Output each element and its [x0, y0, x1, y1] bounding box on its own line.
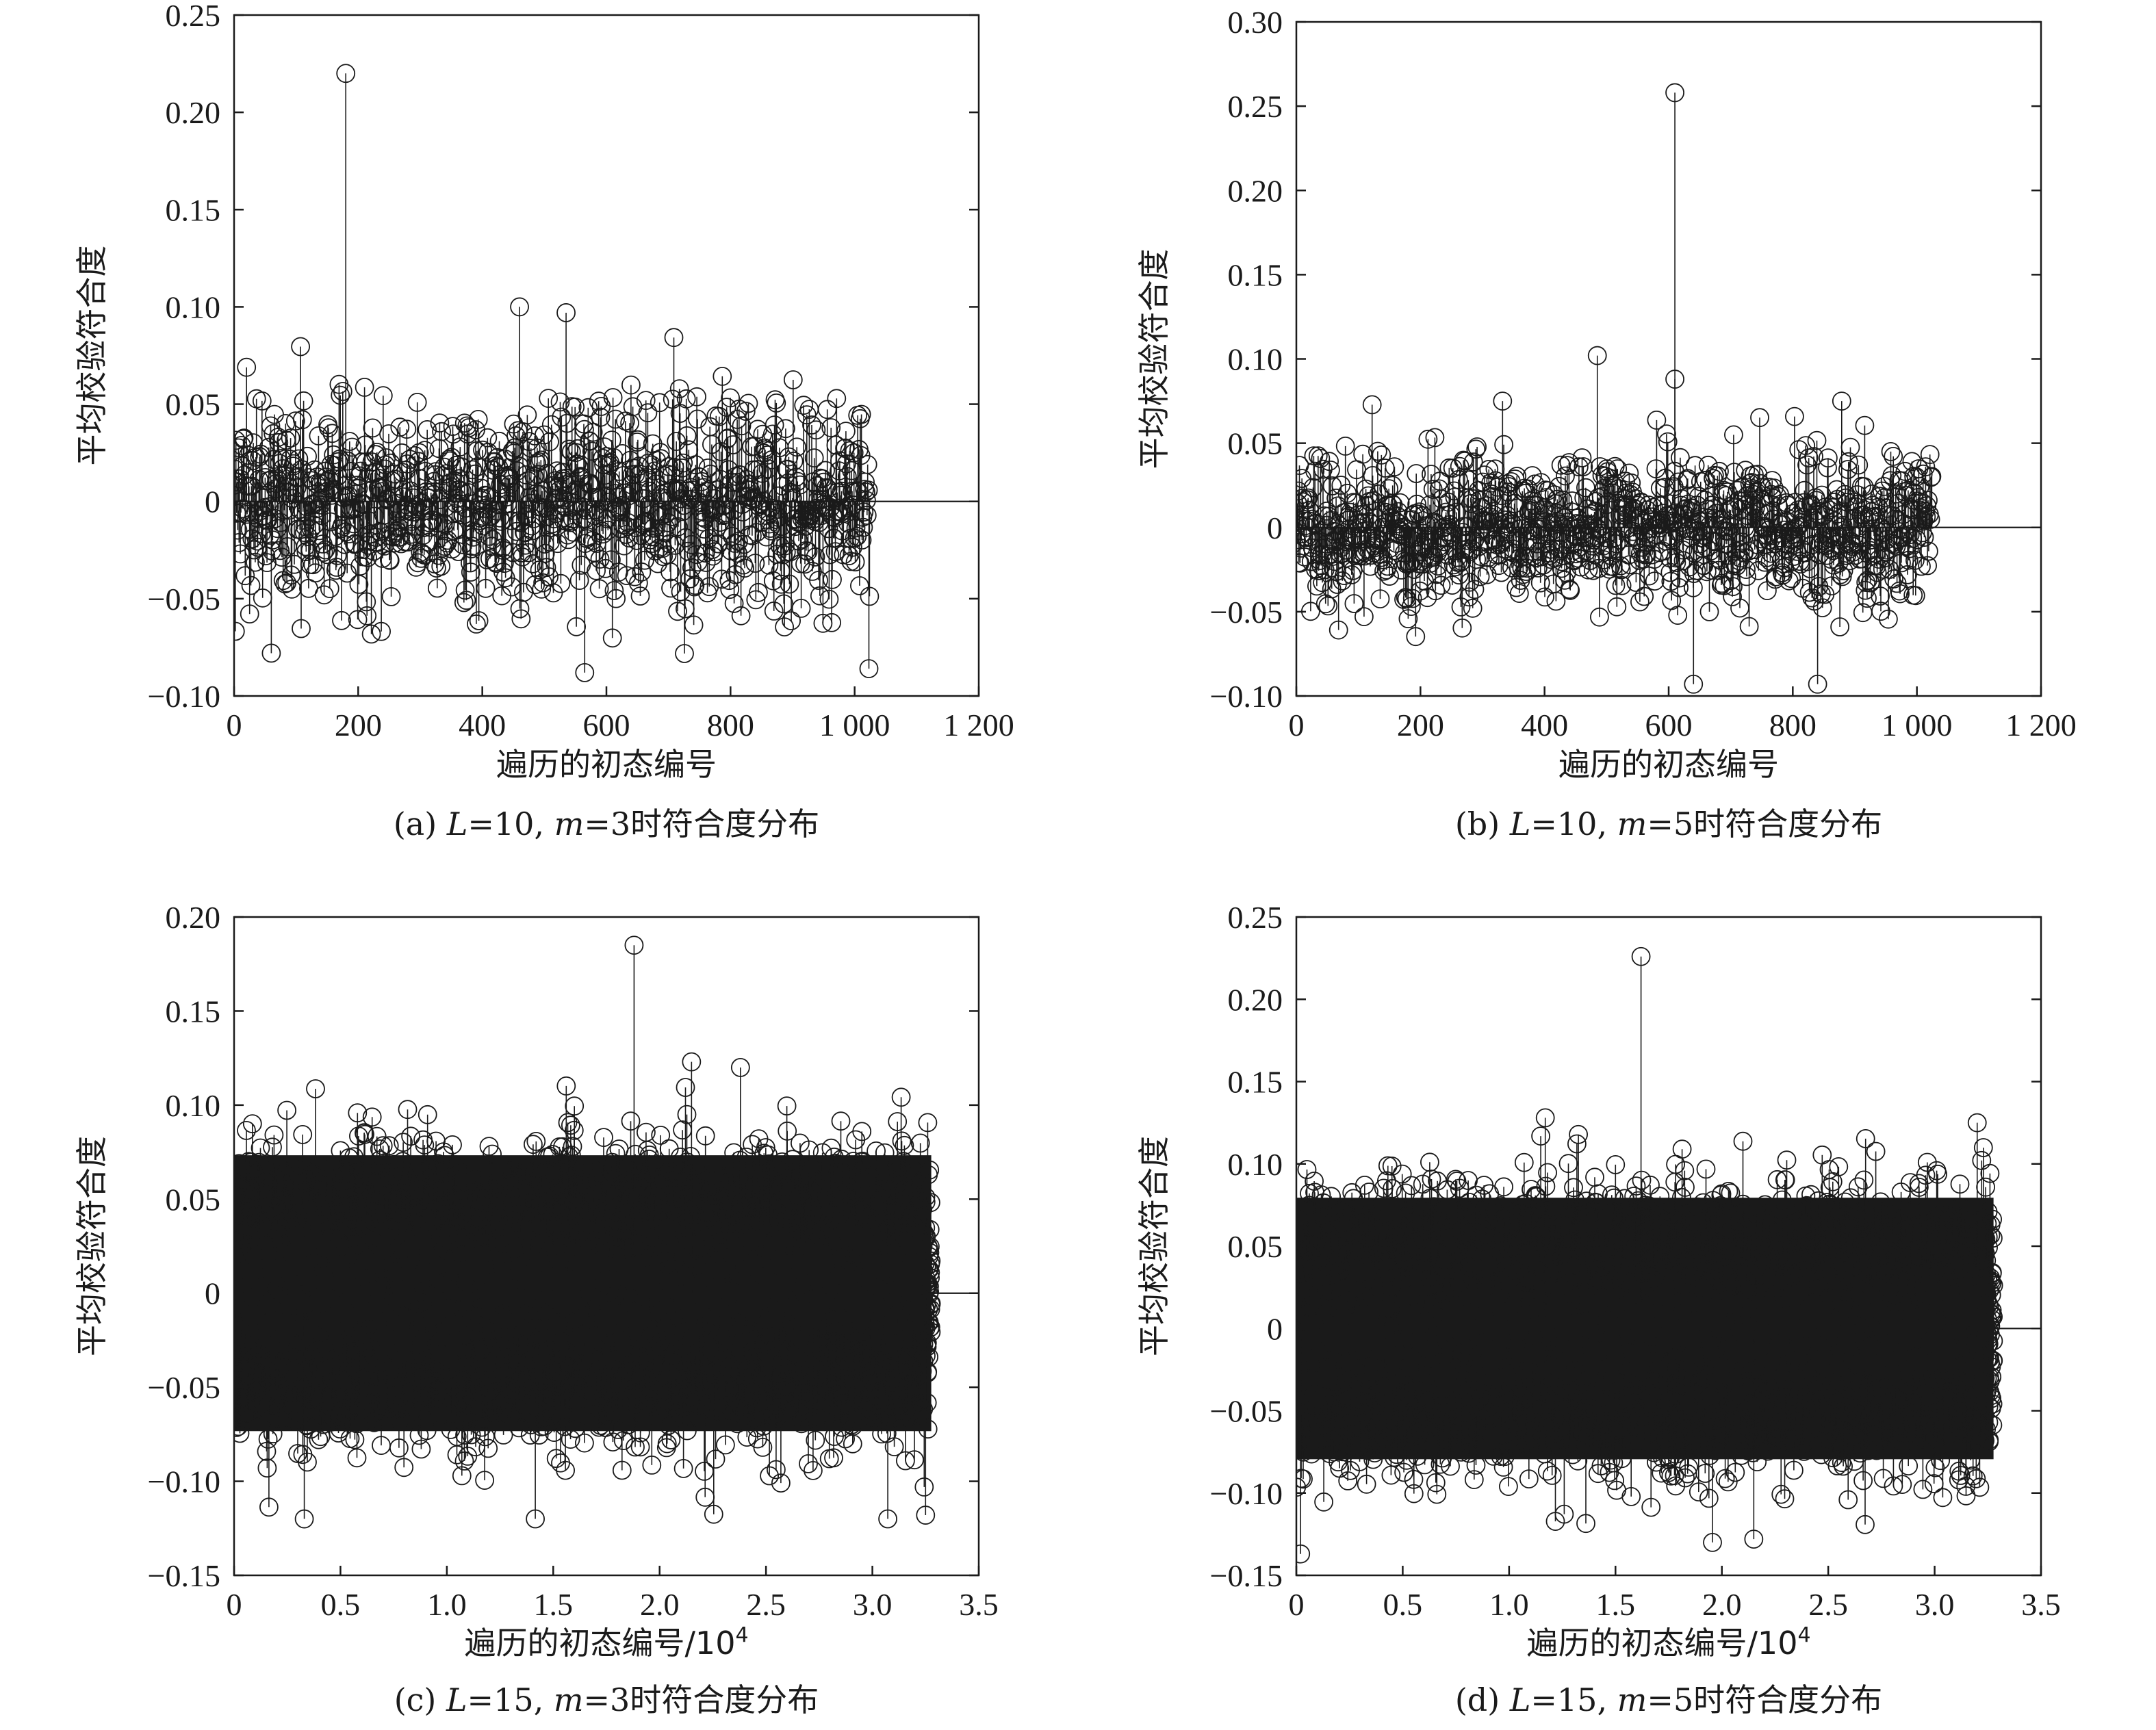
x-tick-label: 3.5: [959, 1587, 999, 1622]
stem-series: [225, 936, 979, 1527]
chart-panel-4: 0 0.5 1.0 1.5 2.0 2.5 3.0 3.5 −0.15 −0.10 −0.05 0 0.…: [1135, 900, 2061, 1718]
x-tick-label: 200: [335, 708, 382, 743]
y-tick-label: 0.05: [166, 1182, 221, 1217]
y-tick-label: −0.15: [1210, 1558, 1283, 1593]
x-tick-label: 1 000: [1882, 708, 1953, 743]
x-tick-label: 2.0: [640, 1587, 680, 1622]
y-tick-label: −0.10: [1210, 1476, 1283, 1511]
stem-series: [1287, 83, 2041, 693]
x-tick-label: 0: [227, 708, 242, 743]
x-tick-label: 400: [459, 708, 506, 743]
chart-panel-3: 0 0.5 1.0 1.5 2.0 2.5 3.0 3.5 −0.15 −0.10 −0.05 0 0.…: [73, 900, 999, 1718]
x-tick-label: 1.5: [1596, 1587, 1636, 1622]
y-axis-label: 平均校验符合度: [73, 1136, 110, 1356]
stem-series: [1287, 948, 2041, 1563]
y-tick-label: −0.10: [1210, 679, 1283, 714]
x-axis-label: 遍历的初态编号/104: [464, 1623, 748, 1662]
x-tick-label: 0: [1289, 708, 1305, 743]
y-tick-label: 0.20: [1228, 982, 1283, 1017]
x-tick-label: 1.0: [1489, 1587, 1529, 1622]
y-tick-label: −0.05: [148, 1370, 220, 1405]
x-tick-label: 3.0: [1915, 1587, 1955, 1622]
x-tick-label: 2.5: [746, 1587, 786, 1622]
y-tick-label: −0.10: [148, 679, 220, 714]
y-tick-label: 0: [1267, 1311, 1283, 1346]
y-tick-label: 0.25: [1228, 89, 1283, 124]
x-tick-label: 800: [707, 708, 754, 743]
y-tick-label: 0.30: [1228, 5, 1283, 40]
y-tick-label: 0.25: [166, 0, 221, 33]
y-tick-label: 0.15: [1228, 1065, 1283, 1100]
y-tick-label: −0.05: [1210, 1394, 1283, 1429]
x-axis-label: 遍历的初态编号: [496, 746, 717, 783]
x-tick-label: 800: [1769, 708, 1817, 743]
x-tick-label: 1 000: [819, 708, 890, 743]
x-tick-label: 0.5: [1383, 1587, 1423, 1622]
stem-series: [225, 64, 979, 682]
y-tick-label: 0.05: [1228, 426, 1283, 461]
y-tick-label: 0.15: [1228, 257, 1283, 292]
x-tick-label: 600: [1645, 708, 1693, 743]
x-tick-label: 2.0: [1702, 1587, 1742, 1622]
x-tick-label: 1 200: [2005, 708, 2077, 743]
y-tick-label: −0.05: [148, 582, 220, 617]
y-tick-label: −0.05: [1210, 595, 1283, 630]
panel-caption: (c) L=15, m=3时符合度分布: [394, 1681, 819, 1718]
y-tick-label: 0.25: [1228, 900, 1283, 935]
y-tick-label: 0.20: [1228, 173, 1283, 208]
chart-panel-1: 0 200 400 600 800 1 000 1 200 −0.10 −0.05 0 0.05 0.…: [73, 0, 1014, 842]
y-tick-label: 0.15: [166, 192, 221, 227]
y-tick-label: 0.05: [166, 387, 221, 422]
y-tick-label: 0: [1267, 511, 1283, 545]
x-tick-label: 1.5: [534, 1587, 574, 1622]
x-tick-label: 3.0: [853, 1587, 893, 1622]
x-axis-label: 遍历的初态编号/104: [1526, 1623, 1810, 1662]
stem-markers: [225, 1077, 940, 1528]
y-axis-label: 平均校验符合度: [1135, 1136, 1172, 1356]
panel-caption: (b) L=10, m=5时符合度分布: [1455, 805, 1882, 842]
y-tick-label: 0.15: [166, 994, 221, 1029]
y-axis-label: 平均校验符合度: [1135, 249, 1172, 469]
y-tick-label: 0.05: [1228, 1229, 1283, 1264]
y-tick-label: 0.20: [166, 900, 221, 935]
y-tick-label: −0.10: [148, 1464, 220, 1499]
y-tick-label: −0.15: [148, 1558, 220, 1593]
y-tick-label: 0.20: [166, 95, 221, 130]
y-axis-label: 平均校验符合度: [73, 246, 110, 466]
y-tick-label: 0.10: [166, 1088, 221, 1123]
x-tick-label: 1.0: [427, 1587, 467, 1622]
x-tick-label: 200: [1397, 708, 1444, 743]
x-tick-label: 400: [1521, 708, 1568, 743]
x-tick-label: 3.5: [2021, 1587, 2061, 1622]
x-tick-label: 1 200: [943, 708, 1014, 743]
x-tick-label: 0: [227, 1587, 242, 1622]
x-tick-label: 2.5: [1808, 1587, 1848, 1622]
x-axis-label: 遍历的初态编号: [1558, 746, 1779, 783]
chart-panel-2: 0 200 400 600 800 1 000 1 200 −0.10 −0.05 0 0.05 0.…: [1135, 5, 2077, 842]
y-tick-label: 0.10: [1228, 342, 1283, 377]
y-tick-label: 0.10: [1228, 1147, 1283, 1182]
y-tick-label: 0: [205, 1276, 220, 1311]
y-tick-label: 0: [205, 485, 220, 519]
stem-markers: [1287, 1126, 2003, 1551]
y-tick-label: 0.10: [166, 289, 221, 324]
panel-caption: (d) L=15, m=5时符合度分布: [1455, 1681, 1882, 1718]
panel-caption: (a) L=10, m=3时符合度分布: [394, 805, 819, 842]
x-tick-label: 0.5: [321, 1587, 361, 1622]
x-tick-label: 600: [583, 708, 630, 743]
x-tick-label: 0: [1289, 1587, 1305, 1622]
